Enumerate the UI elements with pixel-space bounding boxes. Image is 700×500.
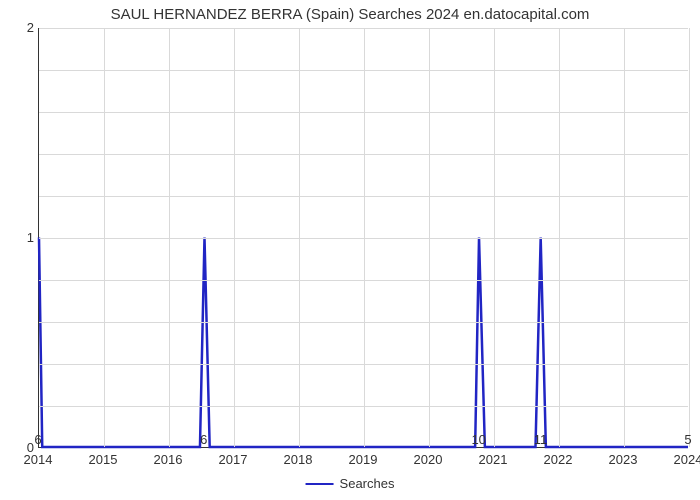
gridline-v	[364, 28, 365, 447]
chart-title: SAUL HERNANDEZ BERRA (Spain) Searches 20…	[0, 6, 700, 23]
gridline-v	[169, 28, 170, 447]
value-label: 6	[34, 432, 41, 447]
value-label: 5	[684, 432, 691, 447]
gridline-v	[429, 28, 430, 447]
x-tick-label: 2014	[24, 452, 53, 467]
gridline-v	[689, 28, 690, 447]
x-tick-label: 2022	[544, 452, 573, 467]
x-tick-label: 2020	[414, 452, 443, 467]
gridline-v	[494, 28, 495, 447]
gridline-v	[234, 28, 235, 447]
x-tick-label: 2017	[219, 452, 248, 467]
legend-label: Searches	[340, 476, 395, 491]
legend: Searches	[306, 476, 395, 491]
y-tick-label: 1	[4, 230, 34, 245]
x-tick-label: 2018	[284, 452, 313, 467]
x-tick-label: 2021	[479, 452, 508, 467]
x-tick-label: 2015	[89, 452, 118, 467]
chart-container: SAUL HERNANDEZ BERRA (Spain) Searches 20…	[0, 0, 700, 500]
value-label: 6	[200, 432, 207, 447]
gridline-v	[299, 28, 300, 447]
x-tick-label: 2023	[609, 452, 638, 467]
plot-area	[38, 28, 688, 448]
gridline-v	[559, 28, 560, 447]
x-tick-label: 2024	[674, 452, 700, 467]
gridline-v	[624, 28, 625, 447]
value-label: 10	[471, 432, 485, 447]
gridline-v	[104, 28, 105, 447]
x-tick-label: 2019	[349, 452, 378, 467]
legend-swatch	[306, 483, 334, 485]
y-tick-label: 2	[4, 20, 34, 35]
value-label: 11	[534, 432, 548, 447]
x-tick-label: 2016	[154, 452, 183, 467]
